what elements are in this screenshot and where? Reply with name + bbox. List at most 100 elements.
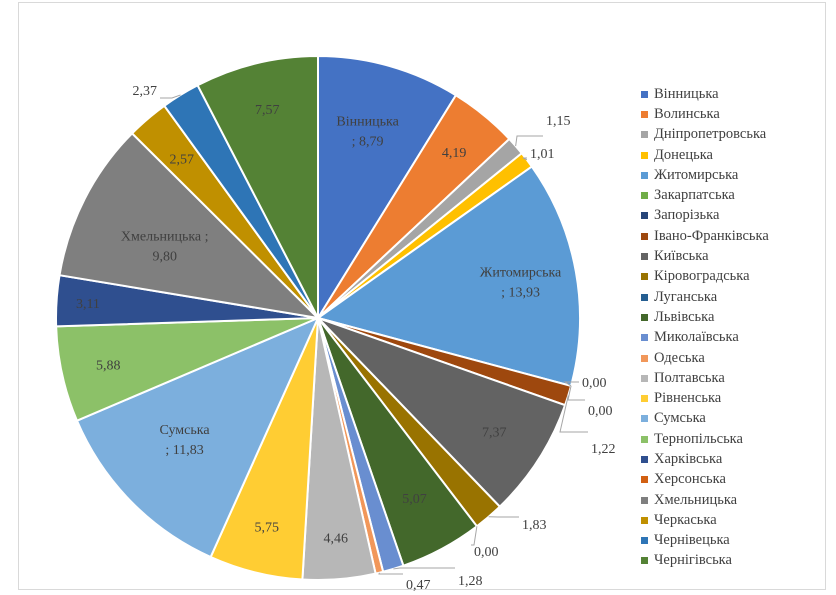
legend-label: Чернігівська: [654, 552, 732, 569]
data-label: 0,47: [406, 578, 431, 593]
legend-swatch: [641, 435, 648, 443]
legend-swatch: [641, 293, 648, 301]
legend-label: Херсонська: [654, 471, 726, 488]
legend-item: Одеська: [641, 348, 769, 368]
legend-swatch: [641, 212, 648, 220]
data-label: 1,22: [591, 442, 616, 457]
legend-item: Донецька: [641, 145, 769, 165]
data-label: 7,37: [482, 425, 507, 440]
legend-item: Херсонська: [641, 470, 769, 490]
leader-line: [393, 567, 455, 570]
legend-label: Донецька: [654, 146, 713, 163]
legend-swatch: [641, 192, 648, 200]
data-label: 0,00: [582, 376, 607, 391]
legend-item: Дніпропетровська: [641, 125, 769, 145]
legend-label: Івано-Франківська: [654, 227, 769, 244]
legend-label: Луганська: [654, 288, 718, 305]
data-label: 5,75: [255, 521, 280, 536]
data-label: 1,15: [546, 114, 571, 129]
legend-swatch: [641, 354, 648, 362]
legend-item: Луганська: [641, 287, 769, 307]
data-label: 1,83: [522, 518, 547, 533]
data-label: 7,57: [255, 103, 280, 118]
legend-item: Хмельницька: [641, 490, 769, 510]
legend-label: Закарпатська: [654, 187, 735, 204]
data-label: Вінницька; 8,79: [336, 115, 399, 150]
data-label: 0,00: [588, 404, 613, 419]
pie-slice: [75, 316, 320, 559]
legend-swatch: [641, 273, 648, 281]
legend-label: Житомирська: [654, 166, 739, 183]
legend-swatch: [641, 395, 648, 403]
legend-swatch: [641, 253, 648, 261]
legend-label: Запорізька: [654, 207, 720, 224]
legend-swatch: [641, 557, 648, 565]
data-label: Сумська; 11,83: [160, 423, 211, 458]
legend-item: Харківська: [641, 449, 769, 469]
legend-label: Київська: [654, 248, 709, 265]
legend-item: Вінницька: [641, 84, 769, 104]
pie-slice: [58, 131, 321, 320]
data-label: 1,01: [530, 147, 555, 162]
legend-item: Запорізька: [641, 206, 769, 226]
legend-swatch: [641, 90, 648, 98]
legend-item: Тернопільська: [641, 429, 769, 449]
legend-label: Вінницька: [654, 85, 719, 102]
legend-swatch: [641, 151, 648, 159]
legend-label: Львівська: [654, 308, 715, 325]
legend-swatch: [641, 171, 648, 179]
data-label: 3,11: [76, 297, 100, 312]
legend-item: Закарпатська: [641, 185, 769, 205]
legend-swatch: [641, 374, 648, 382]
legend-label: Волинська: [654, 105, 720, 122]
leader-line: [563, 381, 579, 387]
legend-item: Чернігівська: [641, 551, 769, 571]
legend-swatch: [641, 415, 648, 423]
legend-label: Рівненська: [654, 390, 722, 407]
legend-swatch: [641, 232, 648, 240]
leader-line: [160, 94, 181, 99]
legend-swatch: [641, 131, 648, 139]
leader-line: [378, 572, 403, 575]
legend-swatch: [641, 455, 648, 463]
legend-swatch: [641, 496, 648, 504]
pie-slice: [317, 54, 458, 322]
data-label: Житомирська; 13,93: [480, 266, 562, 301]
data-label: 1,28: [458, 574, 483, 589]
pie-slice: [315, 165, 581, 388]
legend-label: Тернопільська: [654, 430, 743, 447]
legend-item: Миколаївська: [641, 328, 769, 348]
data-label: 5,88: [96, 358, 121, 373]
legend-label: Харківська: [654, 450, 723, 467]
leader-line: [471, 526, 478, 546]
legend-swatch: [641, 334, 648, 342]
leader-line: [515, 135, 543, 147]
legend-label: Черніве­цька: [654, 532, 730, 549]
legend-label: Черкаська: [654, 511, 717, 528]
legend-label: Сумська: [654, 410, 706, 427]
legend-label: Кіровоградська: [654, 268, 750, 285]
legend-swatch: [641, 110, 648, 118]
legend-label: Миколаївська: [654, 329, 739, 346]
legend-item: Житомирська: [641, 165, 769, 185]
legend-item: Волинська: [641, 104, 769, 124]
legend: Вінницька Волинська Дніпропетровська Донець…: [641, 84, 769, 571]
pie-slice: [196, 54, 319, 319]
legend-item: Полтавська: [641, 368, 769, 388]
legend-item: Рівненська: [641, 388, 769, 408]
data-label: Хмельницька ; 9,80: [121, 230, 209, 265]
legend-item: Черкаська: [641, 510, 769, 530]
data-label: 2,57: [169, 153, 194, 168]
legend-label: Дніпропетровська: [654, 126, 767, 143]
legend-item: Кіровоградська: [641, 267, 769, 287]
leader-line: [559, 395, 588, 433]
legend-label: Одеська: [654, 349, 705, 366]
data-label: 4,19: [442, 146, 467, 161]
legend-item: Черніве­цька: [641, 531, 769, 551]
legend-swatch: [641, 537, 648, 545]
legend-swatch: [641, 516, 648, 524]
pie-slice: [317, 317, 567, 509]
data-label: 2,37: [133, 84, 158, 99]
legend-swatch: [641, 476, 648, 484]
